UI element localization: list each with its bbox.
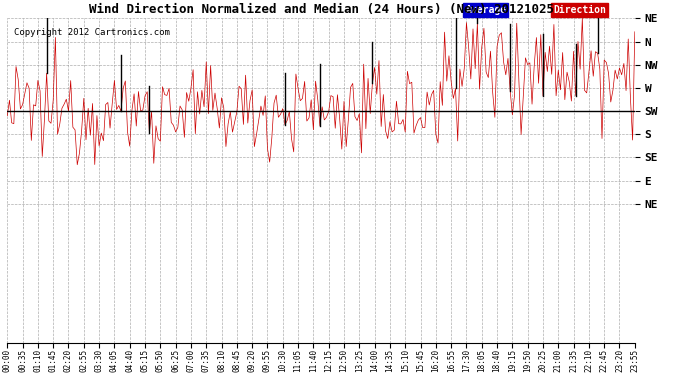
Text: Average: Average xyxy=(465,5,506,15)
Text: Copyright 2012 Cartronics.com: Copyright 2012 Cartronics.com xyxy=(14,28,170,37)
Text: Direction: Direction xyxy=(553,5,606,15)
Title: Wind Direction Normalized and Median (24 Hours) (New) 20121025: Wind Direction Normalized and Median (24… xyxy=(88,3,553,16)
